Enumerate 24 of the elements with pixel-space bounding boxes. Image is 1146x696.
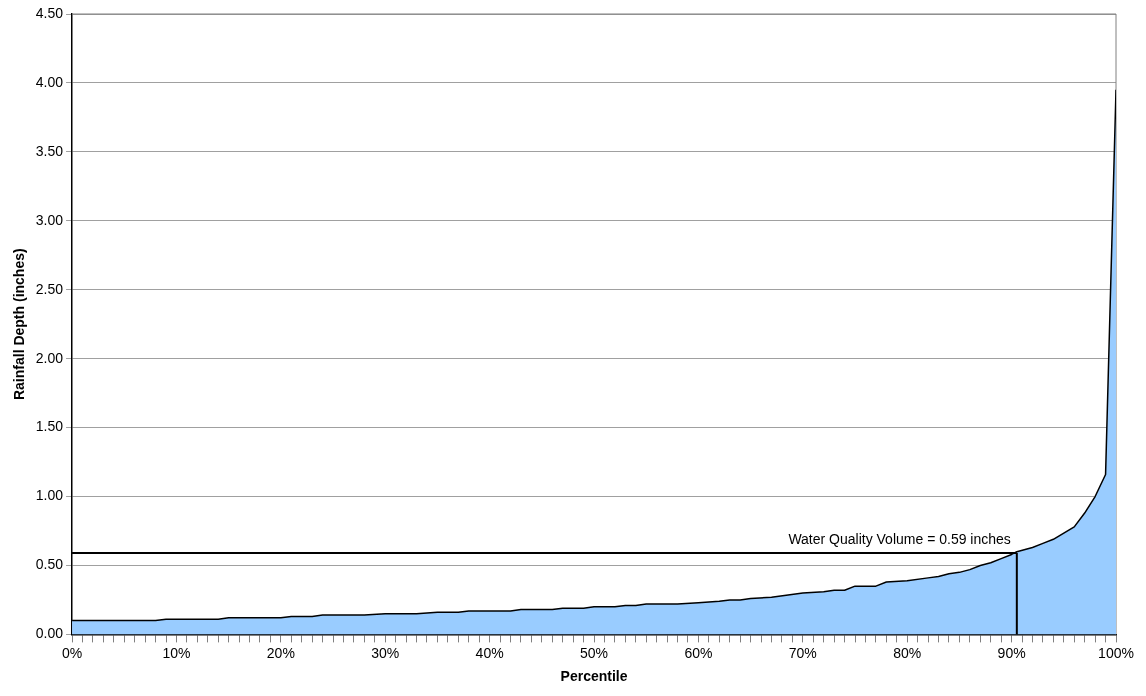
x-tick-label: 10% [162, 644, 191, 661]
y-tick-label: 4.00 [35, 73, 64, 90]
y-tick-label: 0.50 [35, 556, 64, 573]
x-tick-label: 80% [893, 644, 922, 661]
y-tick-label: 3.00 [35, 211, 64, 228]
ref-line-label: Water Quality Volume = 0.59 inches [788, 530, 1011, 547]
x-axis-title: Percentile [560, 668, 628, 685]
y-tick-label: 1.50 [35, 418, 64, 435]
x-tick-label: 100% [1098, 644, 1134, 661]
x-tick-label: 60% [684, 644, 713, 661]
x-tick-label: 20% [266, 644, 295, 661]
y-axis-title: Rainfall Depth (inches) [11, 248, 28, 401]
x-tick-label: 40% [475, 644, 504, 661]
x-tick-label: 0% [61, 644, 83, 661]
x-tick-label: 70% [788, 644, 817, 661]
x-tick-label: 30% [371, 644, 400, 661]
y-tick-label: 0.00 [35, 625, 64, 642]
y-tick-label: 3.50 [35, 142, 64, 159]
x-tick-label: 50% [580, 644, 609, 661]
y-tick-label: 4.50 [35, 4, 64, 21]
x-tick-label: 90% [997, 644, 1026, 661]
y-tick-label: 1.00 [35, 487, 64, 504]
y-tick-label: 2.50 [35, 280, 64, 297]
y-tick-label: 2.00 [35, 349, 64, 366]
